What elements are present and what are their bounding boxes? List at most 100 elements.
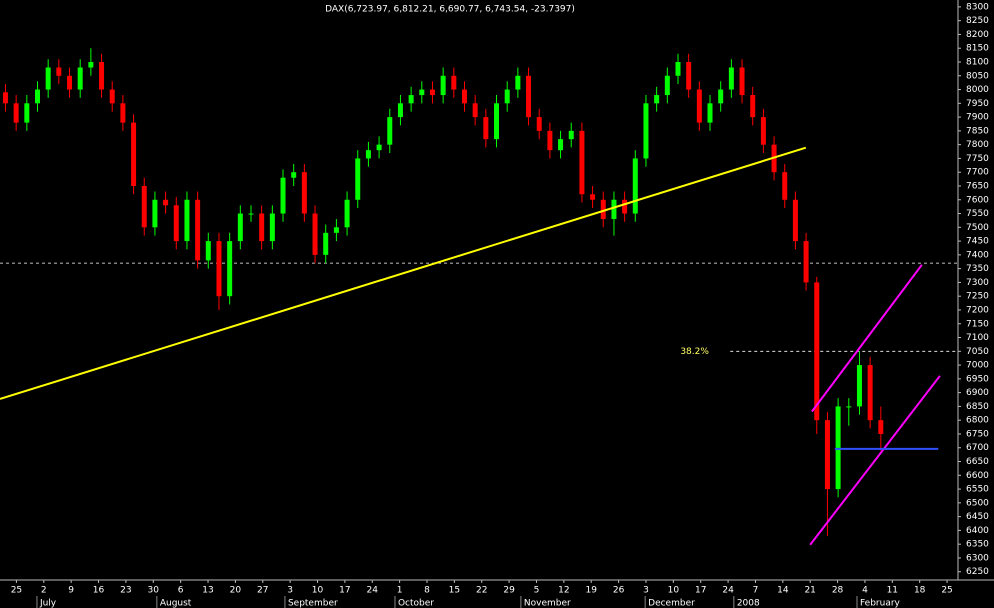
- y-tick-label: 8100: [966, 57, 989, 67]
- candle-body: [547, 130, 553, 151]
- x-tick-label: 6: [178, 586, 184, 596]
- x-tick-label: 21: [804, 586, 815, 596]
- y-tick-label: 8150: [966, 44, 989, 54]
- y-tick-label: 7800: [966, 140, 989, 150]
- x-tick-label: 14: [777, 586, 789, 596]
- month-label: July: [39, 599, 57, 608]
- y-tick-label: 6850: [966, 402, 989, 412]
- y-tick-label: 7700: [966, 168, 989, 178]
- candle-body: [163, 199, 169, 206]
- candle-body: [590, 194, 596, 200]
- month-label: August: [160, 599, 192, 608]
- x-tick-label: 16: [93, 586, 105, 596]
- x-tick-label: 30: [148, 586, 160, 596]
- candle-body: [686, 61, 692, 90]
- x-tick-label: 2: [41, 586, 47, 596]
- y-tick-label: 6250: [966, 567, 989, 577]
- y-tick-label: 6300: [966, 553, 989, 563]
- candle-body: [856, 365, 862, 407]
- y-tick-label: 6950: [966, 374, 989, 384]
- candle-body: [824, 420, 830, 490]
- y-tick-label: 7550: [966, 209, 989, 219]
- y-tick-label: 6650: [966, 457, 989, 467]
- candle-body: [558, 139, 564, 151]
- x-tick-label: 15: [449, 586, 460, 596]
- x-tick-label: 20: [230, 586, 242, 596]
- candle-body: [440, 75, 446, 96]
- candle-body: [2, 92, 8, 104]
- y-tick-label: 7450: [966, 237, 989, 247]
- candle-body: [483, 117, 489, 140]
- candle-body: [387, 117, 393, 145]
- candle-body: [707, 103, 713, 123]
- candle-body: [376, 144, 382, 151]
- candle-body: [461, 89, 467, 104]
- candle-body: [579, 130, 585, 195]
- candle-body: [227, 241, 233, 297]
- candle-body: [504, 89, 510, 104]
- y-tick-label: 7850: [966, 126, 989, 136]
- candle-body: [99, 61, 105, 90]
- candle-body: [846, 406, 852, 408]
- y-tick-label: 7900: [966, 113, 989, 123]
- candle-body: [472, 103, 478, 118]
- y-tick-label: 7100: [966, 333, 989, 343]
- y-tick-label: 7200: [966, 305, 989, 315]
- month-label: September: [288, 599, 338, 608]
- reference-label: 38.2%: [680, 347, 709, 357]
- x-tick-label: 13: [202, 586, 213, 596]
- candle-body: [750, 95, 756, 118]
- trend-line: [811, 264, 923, 413]
- candle-body: [867, 365, 873, 421]
- candle-body: [24, 103, 30, 123]
- candle-body: [355, 158, 361, 200]
- x-tick-label: 12: [558, 586, 569, 596]
- x-tick-label: 19: [585, 586, 597, 596]
- x-tick-label: 24: [722, 586, 734, 596]
- x-tick-label: 25: [11, 586, 22, 596]
- candle-body: [333, 227, 339, 233]
- x-tick-label: 5: [534, 586, 540, 596]
- candle-body: [67, 75, 73, 90]
- candle-body: [77, 67, 83, 90]
- x-tick-label: 17: [339, 586, 350, 596]
- x-tick-label: 4: [862, 586, 868, 596]
- y-tick-label: 7950: [966, 99, 989, 109]
- x-tick-label: 26: [613, 586, 625, 596]
- x-tick-label: 17: [695, 586, 706, 596]
- y-tick-label: 7050: [966, 347, 989, 357]
- candle-body: [739, 67, 745, 96]
- candle-body: [419, 89, 425, 96]
- y-tick-label: 6350: [966, 540, 989, 550]
- candle-body: [696, 89, 702, 123]
- y-tick-label: 7150: [966, 319, 989, 329]
- x-tick-label: 3: [643, 586, 649, 596]
- y-tick-label: 7350: [966, 264, 989, 274]
- candle-body: [718, 89, 724, 104]
- y-tick-label: 7400: [966, 250, 989, 260]
- candle-body: [429, 89, 435, 96]
- x-tick-label: 23: [120, 586, 131, 596]
- y-tick-label: 6450: [966, 512, 989, 522]
- candle-body: [803, 241, 809, 283]
- month-label: November: [524, 599, 571, 608]
- y-tick-label: 8300: [966, 2, 989, 12]
- x-tick-label: 3: [287, 586, 293, 596]
- candle-body: [280, 177, 286, 214]
- candle-body: [526, 75, 532, 118]
- candle-body: [173, 205, 179, 242]
- y-tick-label: 7750: [966, 154, 989, 164]
- candle-body: [34, 89, 40, 104]
- x-tick-label: 28: [832, 586, 844, 596]
- candle-body: [622, 199, 628, 214]
- month-label: February: [860, 599, 901, 608]
- y-tick-label: 6400: [966, 526, 989, 536]
- x-tick-label: 8: [424, 586, 430, 596]
- x-tick-label: 1: [397, 586, 403, 596]
- candle-body: [878, 420, 884, 434]
- month-label: 2008: [737, 599, 760, 608]
- x-tick-label: 25: [941, 586, 952, 596]
- candle-body: [365, 150, 371, 159]
- candle-body: [205, 241, 211, 261]
